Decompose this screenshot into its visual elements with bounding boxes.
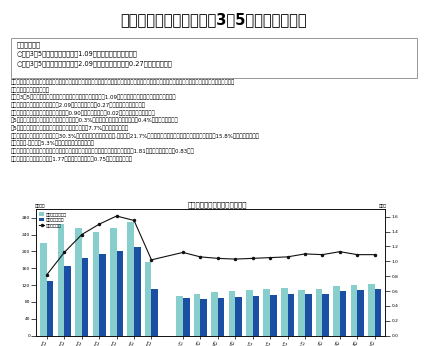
有効求人倍率 xyxy=(79,233,84,237)
有効求人倍率 xyxy=(233,257,238,261)
Bar xyxy=(298,290,305,336)
Bar xyxy=(47,281,54,336)
Bar xyxy=(92,233,99,336)
Bar xyxy=(270,295,277,336)
Bar xyxy=(253,295,259,336)
Bar xyxy=(134,247,141,336)
Text: 厚生労働省では、公共職業安定所（ハローワーク）における求人、求職、就職の状況をとりまとめ、求人倍率などの指標を作成し、一般職業紹介状況と
して毎月公表しています: 厚生労働省では、公共職業安定所（ハローワーク）における求人、求職、就職の状況をと… xyxy=(11,80,259,162)
Text: 求人、求職及び求人倍率の推移: 求人、求職及び求人倍率の推移 xyxy=(188,201,247,208)
Bar xyxy=(333,286,340,336)
Bar xyxy=(200,299,207,336)
Bar xyxy=(281,288,288,336)
Bar xyxy=(264,289,270,336)
Bar xyxy=(152,289,158,336)
Bar xyxy=(183,298,190,336)
有効求人倍率 xyxy=(180,251,185,255)
Bar xyxy=(82,258,88,336)
有効求人倍率 xyxy=(355,253,360,257)
有効求人倍率 xyxy=(97,222,102,226)
Text: 【ポイント】
○令和3年5月の有効求人倍率は1.09倍で、前月と同じ水準。
○令和3年5月の新規求人倍率は2.09倍で、前月に比べて0.27ポイント上昇。: 【ポイント】 ○令和3年5月の有効求人倍率は1.09倍で、前月と同じ水準。 ○令… xyxy=(17,41,172,67)
FancyBboxPatch shape xyxy=(11,38,417,78)
Bar xyxy=(375,289,381,336)
有効求人倍率 xyxy=(337,249,342,254)
有効求人倍率 xyxy=(131,218,137,222)
有効求人倍率 xyxy=(149,258,154,262)
Bar xyxy=(194,293,200,336)
Line: 有効求人倍率: 有効求人倍率 xyxy=(46,215,376,276)
Bar xyxy=(75,228,82,336)
Text: （万人）: （万人） xyxy=(35,204,45,208)
有効求人倍率 xyxy=(303,252,308,256)
有効求人倍率 xyxy=(320,253,325,257)
有効求人倍率 xyxy=(285,255,290,259)
Bar xyxy=(316,289,322,336)
有効求人倍率 xyxy=(62,251,67,255)
有効求人倍率 xyxy=(250,256,255,261)
Bar xyxy=(128,222,134,336)
Bar xyxy=(288,294,294,336)
有効求人倍率 xyxy=(268,256,273,260)
Bar xyxy=(305,294,312,336)
Bar xyxy=(211,292,218,336)
Bar xyxy=(58,224,64,336)
Bar xyxy=(99,254,106,336)
Text: （倍）: （倍） xyxy=(379,204,387,208)
Text: 一般職業紹介状況（令和3年5月分）について: 一般職業紹介状況（令和3年5月分）について xyxy=(121,12,307,27)
有効求人倍率 xyxy=(198,255,203,259)
Bar xyxy=(116,252,123,336)
有効求人倍率 xyxy=(372,253,377,257)
Bar xyxy=(40,243,47,336)
Bar xyxy=(176,295,183,336)
Bar xyxy=(145,262,152,336)
有効求人倍率 xyxy=(114,214,119,218)
Bar xyxy=(351,285,357,336)
Bar xyxy=(322,293,329,336)
Bar xyxy=(235,297,242,336)
Bar xyxy=(64,266,71,336)
Bar xyxy=(229,291,235,336)
Bar xyxy=(357,290,364,336)
有効求人倍率 xyxy=(215,256,220,261)
Bar xyxy=(340,291,347,336)
Bar xyxy=(246,290,253,336)
Bar xyxy=(368,284,375,336)
有効求人倍率 xyxy=(44,273,49,277)
Bar xyxy=(110,228,116,336)
Bar xyxy=(218,298,224,336)
Legend: 月間有効求職者数, 月間有効求人数, 有効求人倍率: 月間有効求職者数, 月間有効求人数, 有効求人倍率 xyxy=(39,211,68,229)
